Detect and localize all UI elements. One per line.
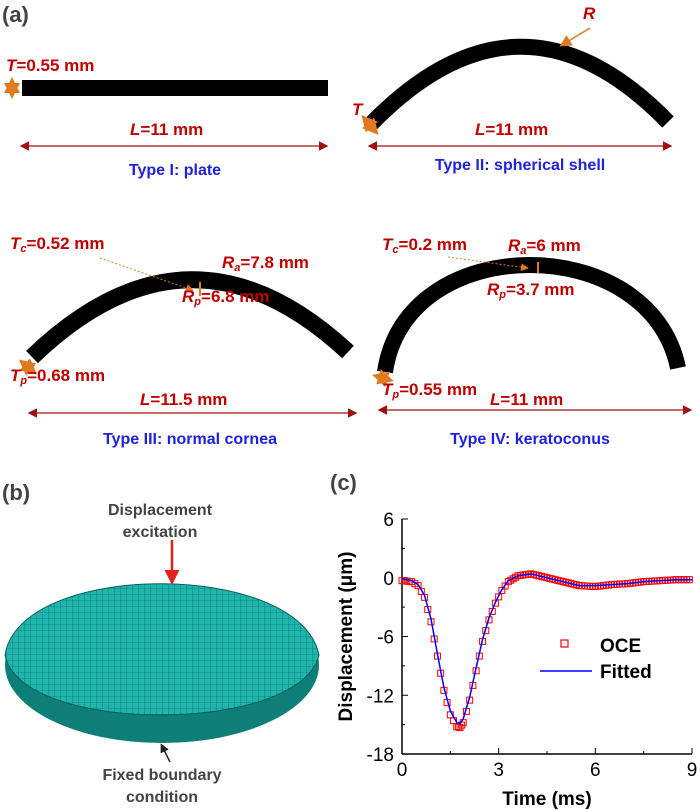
type3-length-label: L=11.5 mm <box>140 390 228 409</box>
panel-label-a: (a) <box>2 2 29 27</box>
type2-radius-label: R <box>583 4 596 23</box>
y-tick-label: -12 <box>367 686 394 707</box>
thickness-arrow <box>361 114 379 136</box>
x-tick-label: 9 <box>687 760 698 781</box>
legend-fitted-label: Fitted <box>600 662 652 683</box>
type4-tp-label: Tp=0.55 mm <box>382 380 478 401</box>
legend-oce-marker <box>560 639 569 648</box>
y-tick-label: 0 <box>383 569 394 590</box>
boundary-label: Fixed boundary condition <box>102 767 222 806</box>
type3-ra-label: Ra=7.8 mm <box>222 253 309 274</box>
type4-caption: Type IV: keratoconus <box>450 431 610 448</box>
panel-label-b: (b) <box>2 480 31 505</box>
y-tick-label: 6 <box>383 510 394 531</box>
plate-shape <box>22 80 328 96</box>
oce-point <box>512 573 520 581</box>
x-tick-label: 6 <box>590 760 601 781</box>
type2-caption: Type II: spherical shell <box>434 157 606 174</box>
x-tick-label: 0 <box>397 760 408 781</box>
type1-caption: Type I: plate <box>128 162 222 179</box>
x-tick-label: 3 <box>493 760 504 781</box>
type1-length-label: L=11 mm <box>130 120 204 139</box>
type4-rp-label: Rp=3.7 mm <box>487 280 575 301</box>
x-axis-label: Time (ms) <box>502 789 591 810</box>
y-tick-label: -6 <box>377 628 394 649</box>
type2-length-label: L=11 mm <box>475 120 549 139</box>
type3-tp-label: Tp=0.68 mm <box>10 366 106 387</box>
excitation-label: Displacement excitation <box>107 502 213 541</box>
tp-arrow <box>372 369 394 387</box>
type1-thickness-label: T=0.55 mm <box>6 56 95 75</box>
tc-arrow <box>447 256 529 272</box>
tp-arrow <box>18 358 38 376</box>
fitted-line <box>401 573 692 725</box>
radius-arrow <box>559 27 591 47</box>
y-tick-label: -18 <box>367 745 394 766</box>
type3-tc-label: Tc=0.52 mm <box>10 234 105 255</box>
normal-cornea-shape <box>26 271 354 364</box>
type2-thickness-label: T <box>352 100 363 119</box>
spherical-shell-shape <box>364 38 674 131</box>
tc-arrow <box>99 257 194 292</box>
type4-length-label: L=11 mm <box>490 390 564 409</box>
type4-tc-label: Tc=0.2 mm <box>382 235 468 256</box>
y-axis-label: Displacement (μm) <box>336 552 357 722</box>
type3-caption: Type III: normal cornea <box>103 431 277 448</box>
panel-label-c: (c) <box>330 470 357 495</box>
legend-oce-label: OCE <box>600 636 641 657</box>
type4-ra-label: Ra=6 mm <box>508 236 581 257</box>
type3-rp-label: Rp=6.8 mm <box>182 287 270 308</box>
cornea-mesh-model <box>4 583 320 743</box>
boundary-arrow <box>160 743 171 763</box>
